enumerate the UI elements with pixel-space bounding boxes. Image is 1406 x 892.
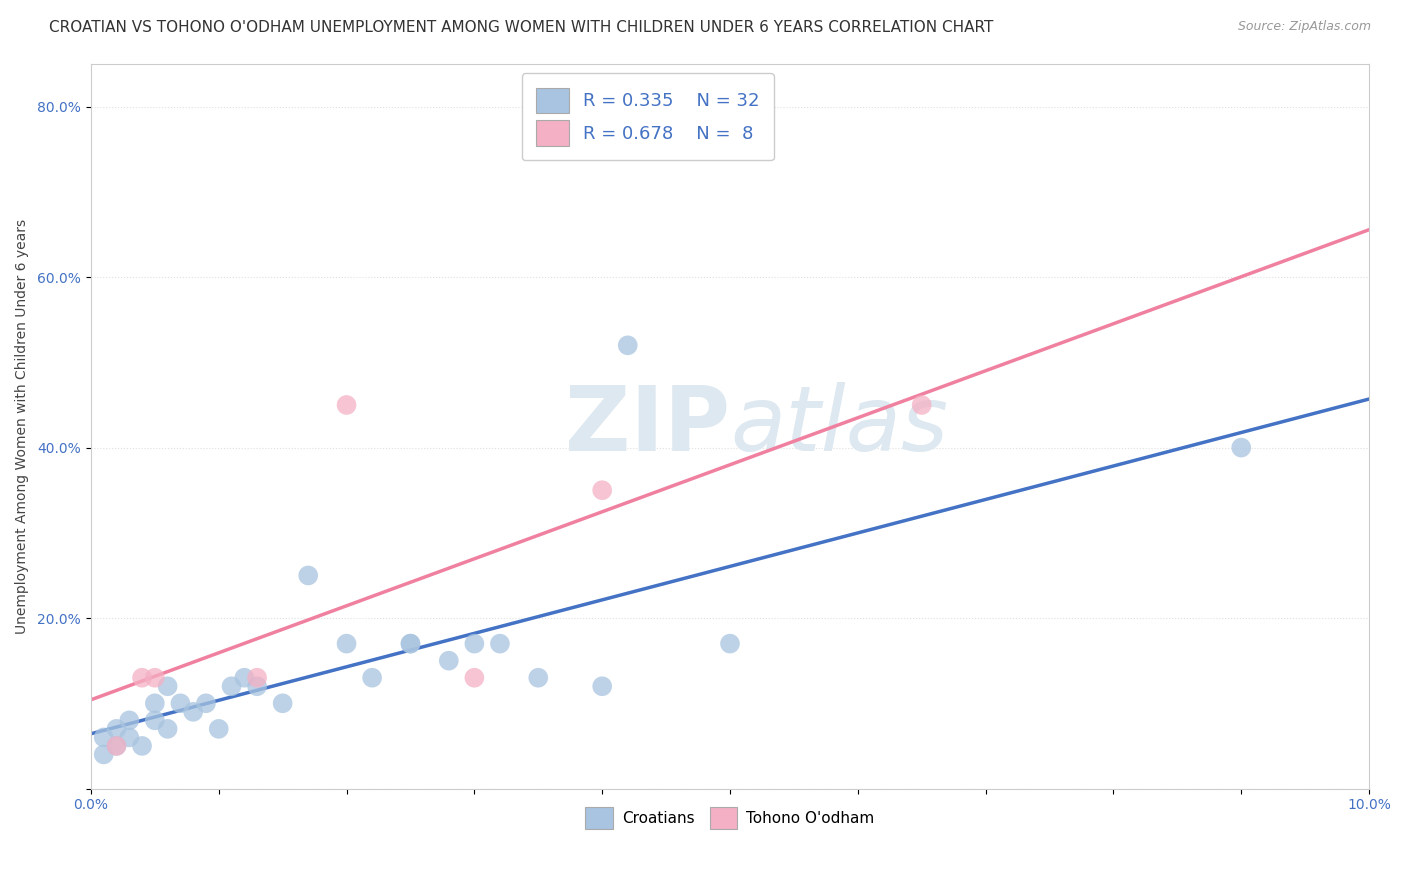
Point (93, 747, 115, 762)
Point (297, 568, 319, 582)
Point (105, 739, 128, 753)
Point (271, 696, 294, 710)
Point (169, 696, 191, 710)
Point (156, 679, 179, 693)
Text: atlas: atlas (730, 383, 948, 470)
Y-axis label: Unemployment Among Women with Children Under 6 years: Unemployment Among Women with Children U… (15, 219, 30, 634)
Point (527, 671, 550, 685)
Point (233, 671, 256, 685)
Point (105, 722, 128, 736)
Text: ZIP: ZIP (565, 383, 730, 470)
Point (361, 671, 384, 685)
Point (335, 398, 357, 412)
Point (118, 714, 141, 728)
Text: Source: ZipAtlas.com: Source: ZipAtlas.com (1237, 20, 1371, 33)
Point (591, 679, 613, 693)
Point (591, 483, 613, 498)
Point (718, 637, 741, 651)
Point (194, 696, 217, 710)
Point (143, 671, 166, 685)
Point (335, 637, 357, 651)
Point (143, 714, 166, 728)
Point (181, 705, 204, 719)
Point (463, 671, 485, 685)
Point (131, 739, 153, 753)
Point (93, 731, 115, 745)
Point (131, 671, 153, 685)
Point (221, 679, 243, 693)
Legend: Croatians, Tohono O'odham: Croatians, Tohono O'odham (579, 801, 880, 835)
Point (246, 671, 269, 685)
Point (437, 654, 460, 668)
Text: CROATIAN VS TOHONO O'ODHAM UNEMPLOYMENT AMONG WOMEN WITH CHILDREN UNDER 6 YEARS : CROATIAN VS TOHONO O'ODHAM UNEMPLOYMENT … (49, 20, 994, 35)
Point (1230, 441, 1253, 455)
Point (911, 398, 934, 412)
Point (118, 731, 141, 745)
Point (105, 739, 128, 753)
Point (463, 637, 485, 651)
Point (246, 679, 269, 693)
Point (399, 637, 422, 651)
Point (489, 637, 512, 651)
Point (143, 696, 166, 710)
Point (399, 637, 422, 651)
Point (156, 722, 179, 736)
Point (208, 722, 231, 736)
Point (616, 338, 638, 352)
